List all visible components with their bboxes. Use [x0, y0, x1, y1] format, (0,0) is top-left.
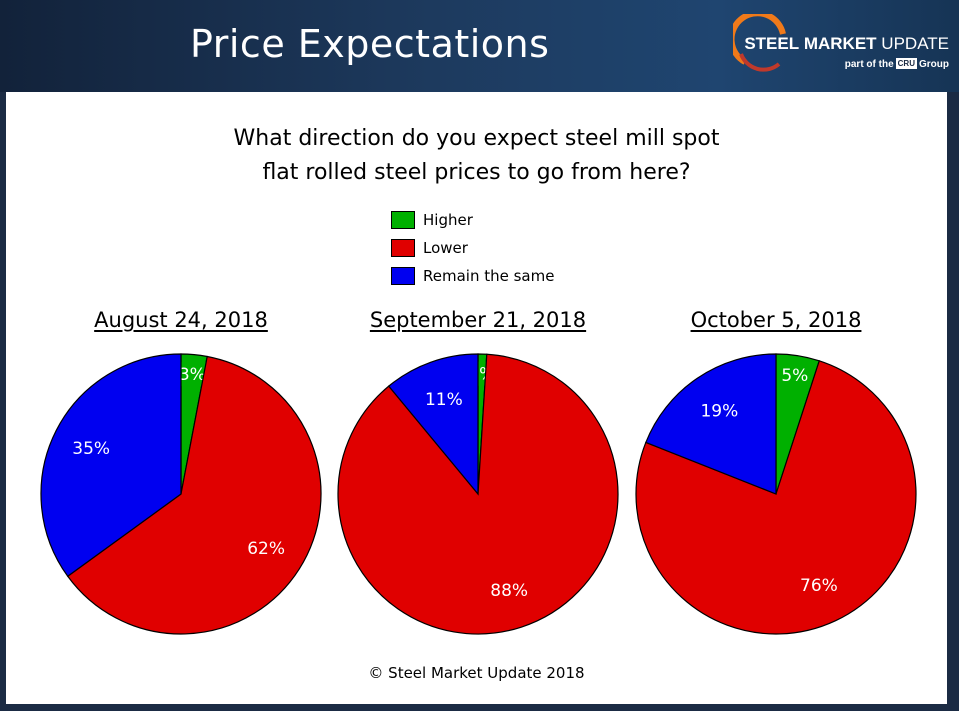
pie-label-lower: 88% — [490, 581, 528, 601]
copyright-footer: © Steel Market Update 2018 — [368, 664, 585, 682]
pie-svg-october: 5% 76% 19% — [635, 353, 917, 635]
legend-swatch-lower — [391, 239, 415, 257]
pie-label-same: 19% — [700, 402, 738, 422]
pie-chart-october: October 5, 2018 5% 76% 19% — [626, 308, 926, 644]
svg-text:35%: 35% — [72, 439, 110, 459]
svg-text:3%: 3% — [179, 365, 206, 385]
svg-text:88%: 88% — [490, 581, 528, 601]
pie-svg-september: 1%88%11% — [337, 353, 619, 635]
pie-slice-same — [40, 353, 182, 578]
chart-title-september: September 21, 2018 — [369, 308, 587, 332]
question-line-2: flat rolled steel prices to go from here… — [262, 160, 691, 185]
pie-slice-same — [387, 353, 479, 496]
pie-label-higher: 5% — [778, 363, 811, 388]
svg-text:11%: 11% — [425, 390, 463, 410]
pie-slice-lower — [635, 360, 917, 635]
question-line-1: What direction do you expect steel mill … — [233, 126, 720, 151]
pie-slice-same — [645, 353, 777, 495]
svg-text:76%: 76% — [800, 576, 838, 596]
brand-name-market: MARKET — [803, 34, 877, 53]
legend: Higher Lower Remain the same — [391, 206, 554, 290]
svg-text:5%: 5% — [781, 366, 808, 386]
title-bar: Price Expectations STEEL MARKET UPDATE p… — [0, 0, 959, 92]
brand-name: STEEL MARKET UPDATE — [744, 34, 949, 54]
question-text: What direction do you expect steel mill … — [6, 122, 947, 190]
pie-slice-lower — [66, 355, 322, 635]
svg-text:62%: 62% — [247, 539, 285, 559]
legend-label-same: Remain the same — [423, 267, 555, 285]
legend-item-same: Remain the same — [391, 262, 554, 290]
legend-item-higher: Higher — [391, 206, 554, 234]
slide-title: Price Expectations — [190, 22, 550, 66]
brand-subtitle: part of the CRU Group — [845, 58, 949, 70]
chart-title-august: August 24, 2018 — [94, 308, 268, 332]
svg-text:19%: 19% — [700, 402, 738, 422]
pie-label-same: 35% — [72, 439, 110, 459]
legend-swatch-same — [391, 267, 415, 285]
brand-name-update: UPDATE — [881, 34, 949, 53]
pie-label-higher: 3% — [176, 362, 209, 387]
brand-logo: STEEL MARKET UPDATE part of the CRU Group — [709, 14, 949, 78]
pie-label-lower: 76% — [800, 576, 838, 596]
brand-sub-prefix: part of the — [844, 59, 894, 70]
pie-chart-august: August 24, 2018 3% 62% 35% — [31, 308, 331, 644]
legend-swatch-higher — [391, 211, 415, 229]
legend-label-lower: Lower — [423, 239, 468, 257]
pie-svg-august: 3% 62% 35% — [40, 353, 322, 635]
legend-item-lower: Lower — [391, 234, 554, 262]
logo-swoosh-icon — [733, 14, 786, 72]
brand-sub-suffix: Group — [919, 59, 949, 70]
chart-title-october: October 5, 2018 — [690, 308, 862, 332]
brand-name-steel: STEEL — [744, 34, 800, 53]
slide-body: What direction do you expect steel mill … — [6, 92, 947, 704]
cru-logo: CRU — [895, 58, 917, 69]
legend-label-higher: Higher — [423, 211, 473, 229]
pie-label-lower: 62% — [247, 539, 285, 559]
pie-label-same: 11% — [425, 390, 463, 410]
pie-chart-september: September 21, 2018 1% 88% 11% — [328, 308, 628, 644]
